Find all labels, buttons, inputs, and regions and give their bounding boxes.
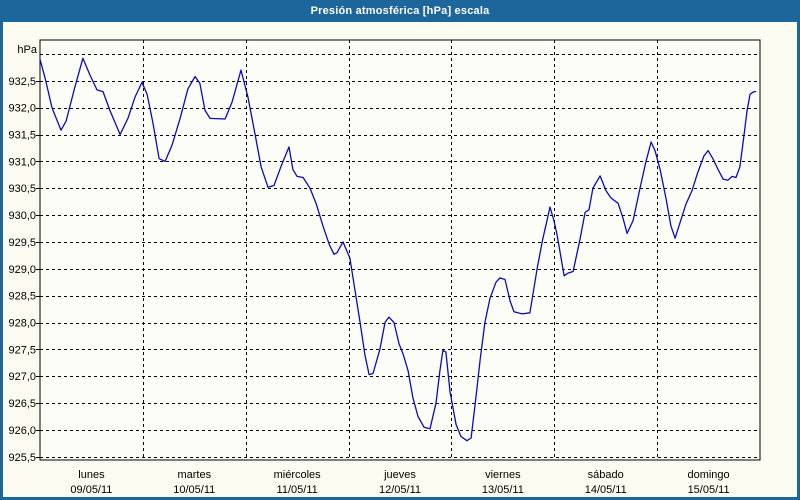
y-tick-label: 932,0 bbox=[8, 103, 36, 115]
y-tick-label: 930,5 bbox=[8, 183, 36, 195]
y-tick-label: 927,0 bbox=[8, 371, 36, 383]
y-tick-label: 925,5 bbox=[8, 452, 36, 464]
vertical-gridlines bbox=[143, 40, 658, 460]
day-date-label: 11/05/11 bbox=[277, 484, 318, 496]
y-tick-label: 928,5 bbox=[8, 291, 36, 303]
day-date-label: 15/05/11 bbox=[688, 484, 730, 496]
day-name-label: sábado bbox=[588, 469, 624, 481]
day-date-label: 09/05/11 bbox=[70, 484, 112, 496]
y-tick-label: 930,0 bbox=[8, 210, 36, 222]
y-tick-label: 926,0 bbox=[8, 425, 36, 437]
y-tick-label: 928,0 bbox=[8, 318, 36, 330]
chart-title: Presión atmosférica [hPa] escala bbox=[310, 5, 490, 17]
y-tick-label: 929,5 bbox=[8, 237, 36, 249]
y-tick-label: 929,0 bbox=[8, 264, 36, 276]
y-tick-label: 932,5 bbox=[8, 76, 36, 88]
plot-border bbox=[39, 39, 761, 461]
y-axis-ticks bbox=[36, 81, 40, 458]
y-axis-labels: 932,5 932,0 931,5 931,0 930,5 930,0 929,5 929,0… bbox=[8, 76, 36, 464]
x-axis-labels: lunes 09/05/11 martes 10/05/11 miércoles 11/0… bbox=[70, 469, 729, 496]
day-date-label: 10/05/11 bbox=[173, 484, 215, 496]
day-name-label: viernes bbox=[485, 469, 521, 481]
title-bar: Presión atmosférica [hPa] escala bbox=[0, 0, 800, 22]
day-date-label: 12/05/11 bbox=[379, 484, 421, 496]
pressure-line-series bbox=[39, 57, 757, 442]
horizontal-gridlines bbox=[40, 54, 760, 458]
day-name-label: lunes bbox=[78, 469, 105, 481]
y-axis-unit-label: hPa bbox=[17, 44, 37, 56]
y-tick-label: 931,5 bbox=[8, 130, 36, 142]
y-tick-label: 926,5 bbox=[8, 398, 36, 410]
y-tick-label: 927,5 bbox=[8, 344, 36, 356]
y-tick-label: 931,0 bbox=[8, 156, 36, 168]
day-date-label: 13/05/11 bbox=[482, 484, 524, 496]
day-name-label: martes bbox=[177, 469, 211, 481]
plot-area bbox=[40, 40, 760, 460]
day-name-label: domingo bbox=[687, 469, 729, 481]
day-name-label: jueves bbox=[383, 469, 416, 481]
day-name-label: miércoles bbox=[274, 469, 322, 481]
day-date-label: 14/05/11 bbox=[585, 484, 627, 496]
